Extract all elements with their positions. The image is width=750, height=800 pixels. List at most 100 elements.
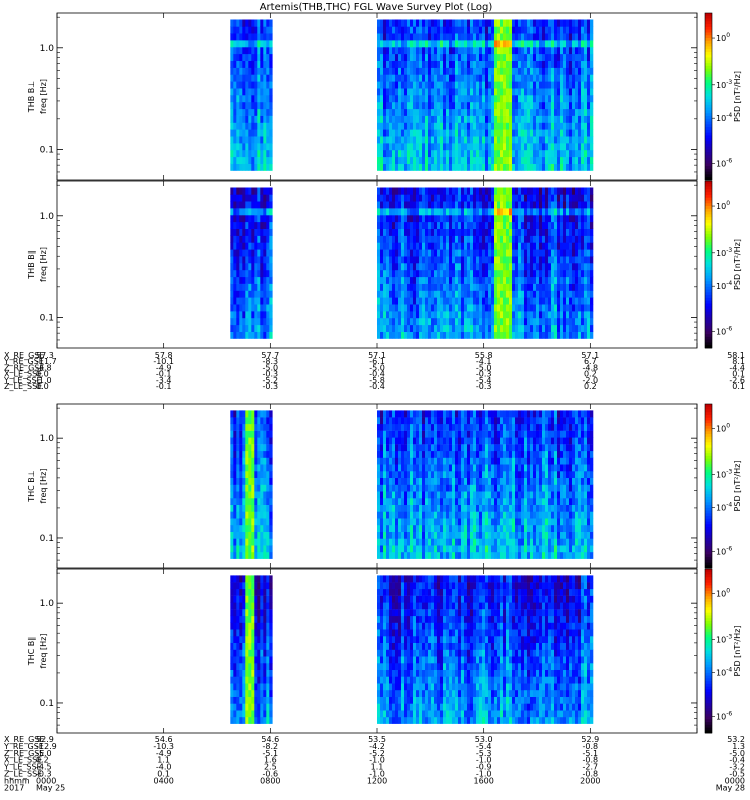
spectrogram-cell (413, 525, 417, 532)
spectrogram-cell (440, 149, 444, 158)
spectrogram-cell (377, 67, 381, 75)
spectrogram-cell (554, 242, 558, 250)
spectrogram-cell (530, 60, 534, 68)
spectrogram-cell (269, 504, 273, 512)
spectrogram-cell (257, 81, 261, 89)
spectrogram-cell (266, 498, 270, 505)
spectrogram-cell (494, 208, 498, 216)
spectrogram-cell (563, 324, 567, 332)
spectrogram-cell (509, 242, 513, 250)
spectrogram-cell (251, 88, 255, 96)
spectrogram-cell (476, 156, 480, 164)
spectrogram-cell (416, 187, 420, 195)
spectrogram-cell (389, 410, 393, 418)
spectrogram-cell (389, 269, 393, 278)
spectrogram-cell (437, 525, 441, 532)
spectrogram-cell (578, 26, 582, 34)
spectrogram-cell (548, 33, 552, 41)
spectrogram-cell (434, 504, 438, 512)
spectrogram-cell (434, 208, 438, 216)
spectrogram-cell (530, 317, 534, 326)
spectrogram-cell (242, 81, 246, 89)
spectrogram-cell (455, 450, 459, 458)
spectrogram-cell (431, 444, 435, 452)
spectrogram-cell (383, 331, 387, 339)
spectrogram-cell (407, 444, 411, 452)
spectrogram-cell (389, 290, 393, 298)
spectrogram-cell (479, 122, 483, 130)
spectrogram-cell (557, 67, 561, 75)
spectrogram-cell (383, 228, 387, 236)
spectrogram-cell (251, 457, 255, 465)
spectrogram-cell (434, 242, 438, 250)
spectrogram-cell (245, 201, 249, 209)
spectrogram-cell (503, 108, 507, 116)
spectrogram-cell (497, 269, 501, 278)
spectrogram-cell (245, 60, 249, 68)
spectrogram-cell (449, 444, 453, 452)
spectrogram-cell (455, 457, 459, 465)
spectrogram-cell (494, 163, 498, 171)
colorbar-segment (705, 166, 712, 170)
spectrogram-cell (407, 430, 411, 438)
spectrogram-cell (521, 115, 525, 123)
spectrogram-cell (464, 311, 468, 319)
spectrogram-cell (503, 311, 507, 319)
spectrogram-cell (515, 108, 519, 116)
spectrogram-cell (476, 221, 480, 229)
spectrogram-cell (407, 149, 411, 158)
colorbar-segment (705, 93, 712, 97)
spectrogram-cell (395, 464, 399, 472)
spectrogram-cell (578, 290, 582, 298)
spectrogram-cell (404, 201, 408, 209)
spectrogram-cell (434, 511, 438, 519)
spectrogram-cell (269, 430, 273, 438)
spectrogram-cell (413, 88, 417, 96)
spectrogram-cell (260, 194, 264, 202)
spectrogram-cell (548, 74, 552, 82)
spectrogram-cell (251, 471, 255, 478)
spectrogram-cell (539, 311, 543, 319)
spectrogram-cell (461, 101, 465, 110)
spectrogram-cell (395, 115, 399, 123)
spectrogram-cell (413, 450, 417, 458)
spectrogram-cell (569, 187, 573, 195)
spectrogram-cell (521, 95, 525, 103)
spectrogram-cell (545, 256, 549, 264)
spectrogram-cell (257, 417, 261, 425)
spectrogram-cell (422, 498, 426, 505)
spectrogram-cell (233, 256, 237, 264)
spectrogram-cell (260, 122, 264, 130)
spectrogram-cell (248, 471, 252, 478)
colorbar-segment (705, 121, 712, 125)
spectrogram-cell (548, 214, 552, 223)
spectrogram-cell (455, 53, 459, 61)
spectrogram-cell (548, 67, 552, 75)
spectrogram-cell (236, 504, 240, 512)
spectrogram-cell (413, 122, 417, 130)
spectrogram-cell (473, 208, 477, 216)
spectrogram-cell (377, 201, 381, 209)
spectrogram-cell (542, 60, 546, 68)
spectrogram-cell (410, 214, 414, 223)
spectrogram-cell (554, 208, 558, 216)
spectrogram-cell (440, 464, 444, 472)
spectrogram-cell (437, 221, 441, 229)
colorbar-segment (705, 65, 712, 70)
spectrogram-cell (440, 297, 444, 305)
spectrogram-cell (449, 256, 453, 264)
spectrogram-cell (443, 143, 447, 151)
spectrogram-cell (233, 108, 237, 116)
spectrogram-cell (464, 290, 468, 298)
spectrogram-cell (551, 95, 555, 103)
spectrogram-cell (461, 518, 465, 526)
spectrogram-cell (260, 484, 264, 492)
spectrogram-cell (590, 60, 594, 68)
spectrogram-cell (584, 46, 588, 55)
spectrogram-cell (473, 242, 477, 250)
spectrogram-cell (590, 156, 594, 164)
spectrogram-cell (521, 256, 525, 264)
spectrogram-cell (452, 531, 456, 539)
spectrogram-cell (425, 46, 429, 55)
spectrogram-cell (578, 235, 582, 243)
